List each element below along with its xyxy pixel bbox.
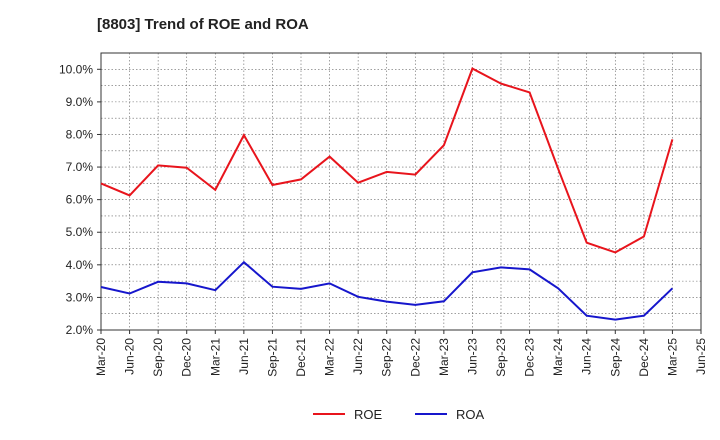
y-tick-label: 9.0% (66, 95, 94, 109)
y-tick-label: 5.0% (66, 225, 94, 239)
y-tick-label: 4.0% (66, 258, 94, 272)
x-tick-label: Jun-23 (465, 338, 479, 375)
y-tick-label: 3.0% (66, 290, 94, 304)
x-tick-label: Jun-20 (123, 338, 137, 375)
x-tick-label: Mar-20 (94, 338, 108, 376)
x-tick-label: Jun-24 (580, 338, 594, 375)
x-tick-label: Sep-22 (380, 338, 394, 377)
grid-lines (100, 52, 702, 331)
x-tick-label: Mar-25 (665, 338, 679, 376)
x-tick-label: Mar-22 (323, 338, 337, 376)
y-tick-label: 10.0% (59, 62, 93, 76)
x-tick-label: Mar-24 (551, 338, 565, 376)
x-tick-label: Sep-20 (151, 338, 165, 377)
legend: ROE ROA (313, 407, 485, 422)
x-tick-label: Mar-23 (437, 338, 451, 376)
series-line-roe (100, 67, 674, 254)
x-tick-label: Dec-21 (294, 338, 308, 377)
x-tick-label: Sep-23 (494, 338, 508, 377)
x-tick-label: Mar-21 (208, 338, 222, 376)
x-tick-label: Dec-20 (180, 338, 194, 377)
x-tick-label: Dec-23 (523, 338, 537, 377)
x-tick-label: Jun-21 (237, 338, 251, 375)
x-axis-ticks: Mar-20 Jun-20 Sep-20 Dec-20 Mar-21 Jun-21 Sep-… (94, 330, 708, 377)
legend-label-roe: ROE (354, 407, 383, 422)
y-axis-ticks: 2.0% 3.0% 4.0% 5.0% 6.0% 7.0% 8.0% 9.0% 10.0% (59, 62, 101, 337)
x-tick-label: Jun-25 (694, 338, 708, 375)
x-tick-label: Dec-22 (408, 338, 422, 377)
y-tick-label: 6.0% (66, 193, 94, 207)
y-tick-label: 7.0% (66, 160, 94, 174)
plot-frame (100, 52, 702, 331)
x-tick-label: Sep-24 (608, 338, 622, 377)
y-tick-label: 8.0% (66, 127, 94, 141)
chart-title: [8803] Trend of ROE and ROA (97, 16, 309, 33)
x-tick-label: Dec-24 (637, 338, 651, 377)
y-tick-label: 2.0% (66, 323, 94, 337)
legend-label-roa: ROA (456, 407, 485, 422)
series-lines (100, 67, 674, 321)
x-tick-label: Jun-22 (351, 338, 365, 375)
x-tick-label: Sep-21 (265, 338, 279, 377)
series-line-roa (100, 260, 674, 321)
